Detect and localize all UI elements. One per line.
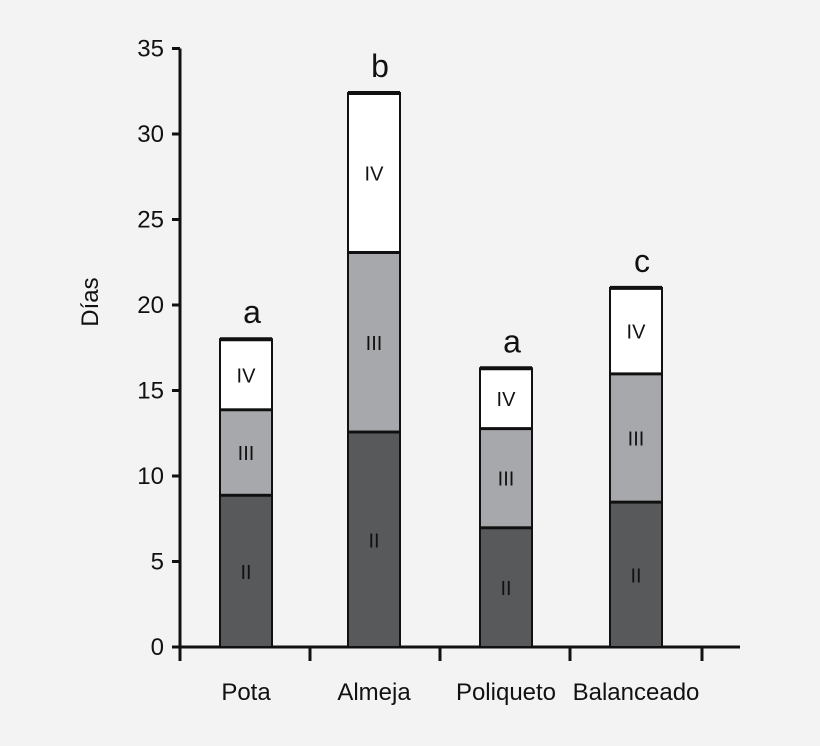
segment-label: III [238, 443, 255, 465]
segment-label: III [628, 429, 645, 451]
bar-segment [609, 286, 663, 375]
segment-label: IV [497, 389, 517, 411]
bar-segment [609, 500, 663, 648]
x-axis: Pota Almeja Poliqueto Balanceado [178, 645, 740, 706]
bar-segment [479, 526, 533, 648]
x-tick-label: Almeja [337, 679, 411, 706]
y-tick-label: 15 [137, 378, 164, 405]
bar-segment [219, 493, 273, 648]
bar-segment [347, 250, 401, 433]
x-tick-label: Balanceado [573, 679, 700, 706]
y-tick-label: 25 [137, 207, 164, 234]
significance-letter: b [371, 48, 389, 84]
segment-label: IV [627, 322, 647, 344]
significance-letter: a [243, 294, 261, 330]
segment-label: II [500, 578, 511, 600]
segment-label: II [368, 530, 379, 552]
segment-label: III [366, 333, 383, 355]
y-axis-label: Días [77, 277, 104, 326]
y-axis: 0 5 10 15 20 25 30 35 [137, 36, 182, 661]
segment-label: IV [237, 365, 257, 387]
bar-segment [479, 367, 533, 430]
bar-segment [347, 91, 401, 253]
segment-label: III [498, 469, 515, 491]
y-tick-label: 5 [151, 549, 164, 576]
x-tick-label: Poliqueto [456, 679, 556, 706]
y-tick-label: 35 [137, 36, 164, 63]
significance-letter: c [634, 243, 650, 279]
significance-letter: a [503, 323, 521, 359]
y-tick-label: 20 [137, 292, 164, 319]
segment-label: II [240, 562, 251, 584]
segment-label: IV [365, 163, 385, 185]
bar-segment [609, 372, 663, 503]
x-tick-label: Pota [221, 679, 271, 706]
segment-label: II [630, 565, 641, 587]
y-tick-label: 10 [137, 463, 164, 490]
y-tick-label: 0 [151, 634, 164, 661]
y-tick-label: 30 [137, 121, 164, 148]
